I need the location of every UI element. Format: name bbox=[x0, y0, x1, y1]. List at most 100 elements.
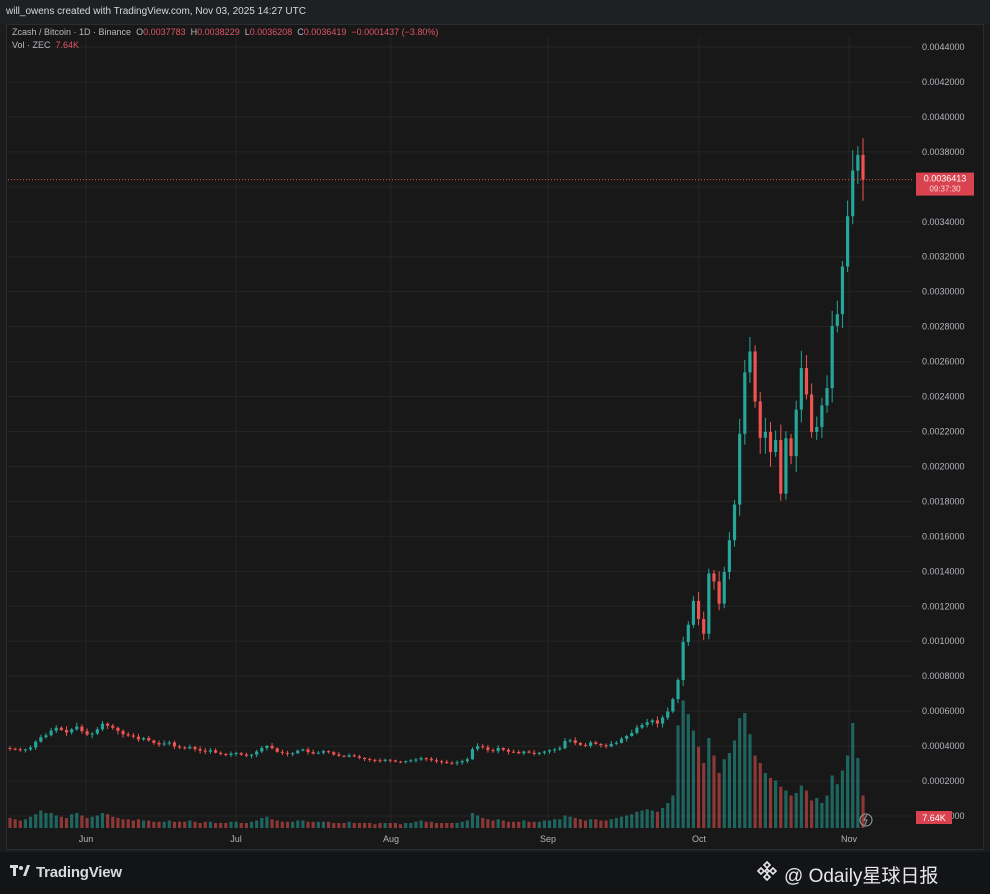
volume-bar bbox=[789, 795, 793, 828]
y-tick-label: 0.0016000 bbox=[922, 531, 965, 541]
volume-bar bbox=[691, 730, 696, 828]
volume-bar bbox=[635, 811, 639, 828]
volume-bar bbox=[661, 808, 665, 828]
volume-bar bbox=[100, 813, 105, 828]
candle-body bbox=[563, 741, 567, 749]
candle-body bbox=[368, 759, 372, 761]
volume-bar bbox=[280, 821, 284, 828]
candle-body bbox=[85, 731, 89, 735]
candle-body bbox=[707, 573, 711, 634]
volume-bar bbox=[342, 823, 346, 828]
candle-body bbox=[774, 440, 778, 453]
volume-bar bbox=[80, 815, 84, 828]
candle-body bbox=[23, 749, 28, 751]
chart-panel[interactable] bbox=[6, 24, 984, 850]
candle-body bbox=[224, 753, 228, 756]
candle-body bbox=[162, 743, 166, 745]
candle-body bbox=[429, 758, 433, 761]
candle-body bbox=[830, 325, 834, 389]
volume-bar bbox=[28, 816, 33, 828]
x-tick-label: Oct bbox=[692, 834, 707, 844]
volume-bar bbox=[686, 714, 690, 828]
candle-body bbox=[296, 750, 300, 754]
change-value: −0.0001437 (−3.80%) bbox=[351, 27, 439, 37]
volume-bar bbox=[44, 813, 48, 828]
volume-bar bbox=[578, 819, 582, 828]
candle-body bbox=[357, 756, 362, 758]
volume-bar bbox=[784, 790, 788, 828]
volume-bar bbox=[424, 821, 428, 828]
candle-body bbox=[362, 757, 367, 760]
volume-bar bbox=[486, 819, 490, 828]
candle-body bbox=[856, 154, 860, 171]
candle-body bbox=[794, 409, 798, 457]
volume-bar bbox=[419, 820, 423, 828]
candle-body bbox=[393, 760, 397, 762]
volume-bar bbox=[445, 823, 449, 828]
volume-bar bbox=[532, 821, 536, 828]
volume-bar bbox=[85, 818, 89, 828]
volume-bar bbox=[136, 819, 141, 828]
volume-bar bbox=[213, 823, 218, 828]
volume-bar bbox=[758, 763, 762, 828]
volume-bar bbox=[54, 815, 58, 828]
candle-body bbox=[681, 641, 685, 681]
volume-bar bbox=[193, 821, 197, 828]
volume-bar bbox=[476, 815, 480, 828]
volume-bar bbox=[625, 815, 629, 828]
candle-body bbox=[239, 752, 243, 755]
volume-bar bbox=[676, 725, 680, 828]
y-tick-label: 0.0012000 bbox=[922, 601, 965, 611]
volume-bar bbox=[255, 820, 259, 828]
candle-body bbox=[691, 600, 696, 625]
volume-bar bbox=[188, 820, 192, 828]
volume-bar bbox=[404, 823, 408, 828]
candle-body bbox=[763, 431, 767, 438]
volume-bar bbox=[450, 823, 454, 828]
volume-bar bbox=[861, 795, 865, 828]
candle-body bbox=[337, 754, 341, 756]
candle-body bbox=[661, 717, 665, 724]
candle-body bbox=[111, 725, 115, 728]
volume-bar bbox=[845, 755, 850, 828]
x-tick-label: Aug bbox=[383, 834, 399, 844]
volume-bar bbox=[152, 821, 156, 828]
candle-body bbox=[722, 572, 726, 604]
lightning-icon[interactable] bbox=[859, 813, 873, 827]
volume-bar bbox=[126, 819, 130, 828]
candle-body bbox=[635, 727, 639, 733]
tradingview-logo[interactable]: TradingView bbox=[10, 864, 122, 881]
candle-body bbox=[18, 749, 22, 751]
volume-bar bbox=[666, 803, 670, 828]
candle-body bbox=[203, 750, 207, 752]
candle-body bbox=[506, 749, 511, 752]
candle-body bbox=[34, 741, 38, 748]
candle-body bbox=[285, 752, 290, 754]
volume-bar bbox=[234, 821, 238, 828]
volume-bar bbox=[707, 738, 711, 828]
volume-bar bbox=[810, 800, 814, 828]
candle-body bbox=[753, 351, 757, 402]
candle-body bbox=[861, 154, 865, 180]
volume-bar bbox=[147, 820, 151, 828]
y-tick-label: 0.0042000 bbox=[922, 77, 965, 87]
volume-bar bbox=[393, 823, 397, 828]
volume-bar bbox=[511, 821, 516, 828]
volume-bar bbox=[609, 819, 613, 828]
volume-bar bbox=[347, 821, 351, 828]
volume-bar bbox=[465, 820, 469, 828]
volume-bar bbox=[291, 821, 295, 828]
volume-bar bbox=[316, 821, 320, 828]
volume-bar bbox=[604, 820, 608, 828]
candle-body bbox=[445, 761, 449, 763]
close-label: C bbox=[297, 27, 304, 37]
volume-bar bbox=[655, 811, 660, 828]
volume-bar bbox=[542, 820, 547, 828]
symbol-label: Zcash / Bitcoin · 1D · Binance bbox=[12, 27, 132, 37]
candle-body bbox=[743, 372, 747, 434]
volume-bar bbox=[131, 820, 135, 828]
candle-body bbox=[650, 720, 654, 723]
candle-body bbox=[321, 751, 326, 753]
candle-body bbox=[13, 748, 17, 750]
